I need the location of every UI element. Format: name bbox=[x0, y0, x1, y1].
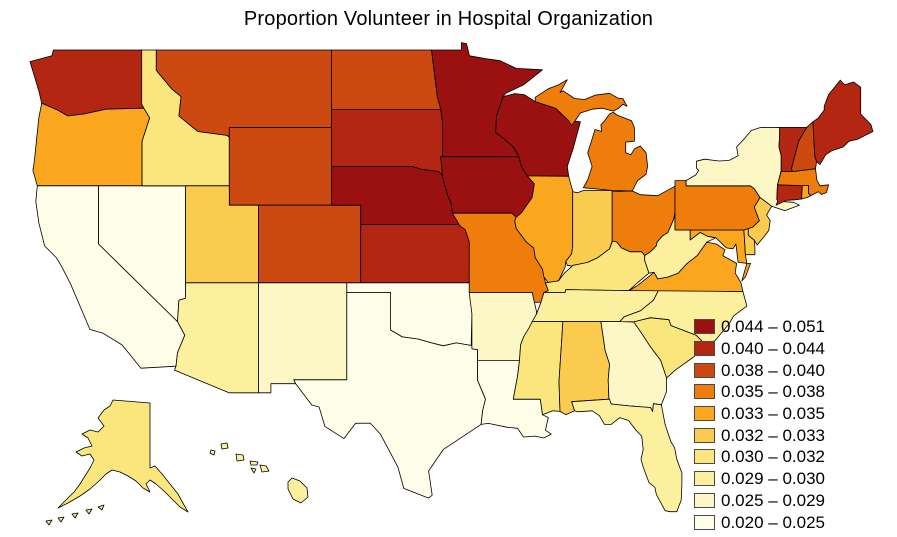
legend-swatch bbox=[694, 514, 715, 530]
state-ma bbox=[777, 168, 829, 196]
state-ia bbox=[439, 156, 535, 218]
legend-row: 0.040 – 0.044 bbox=[694, 338, 825, 360]
legend-swatch bbox=[694, 362, 715, 378]
state-ak bbox=[45, 519, 53, 526]
state-mi bbox=[534, 79, 628, 127]
state-hi bbox=[250, 467, 257, 474]
legend-label: 0.040 – 0.044 bbox=[721, 339, 825, 359]
legend-row: 0.025 – 0.029 bbox=[694, 490, 825, 512]
state-nc bbox=[619, 290, 748, 344]
legend-swatch bbox=[694, 427, 715, 443]
state-ak bbox=[85, 508, 93, 515]
state-va bbox=[741, 263, 751, 282]
state-mn bbox=[431, 42, 543, 158]
state-fl bbox=[571, 398, 683, 513]
legend-row: 0.029 – 0.030 bbox=[694, 468, 825, 490]
legend-label: 0.038 – 0.040 bbox=[721, 360, 825, 380]
chart-title: Proportion Volunteer in Hospital Organiz… bbox=[243, 8, 654, 30]
state-hi bbox=[259, 464, 270, 473]
legend-row: 0.038 – 0.040 bbox=[694, 359, 825, 381]
state-pa bbox=[674, 180, 761, 231]
state-co bbox=[258, 204, 362, 284]
state-hi bbox=[287, 477, 309, 504]
state-hi bbox=[209, 449, 216, 456]
legend-row: 0.030 – 0.032 bbox=[694, 446, 825, 468]
state-me bbox=[812, 79, 874, 165]
state-tx bbox=[293, 292, 486, 499]
legend-label: 0.029 – 0.030 bbox=[721, 469, 825, 489]
legend-row: 0.035 – 0.038 bbox=[694, 381, 825, 403]
legend-swatch bbox=[694, 384, 715, 400]
legend-label: 0.035 – 0.038 bbox=[721, 382, 825, 402]
legend-swatch bbox=[694, 471, 715, 487]
legend-row: 0.032 – 0.033 bbox=[694, 424, 825, 446]
legend-label: 0.044 – 0.051 bbox=[721, 317, 825, 337]
state-wy bbox=[228, 127, 332, 206]
legend-row: 0.033 – 0.035 bbox=[694, 403, 825, 425]
legend-label: 0.025 – 0.029 bbox=[721, 490, 825, 510]
state-hi bbox=[220, 442, 229, 450]
state-wi bbox=[495, 93, 581, 177]
state-mi bbox=[582, 111, 648, 192]
state-ky bbox=[543, 240, 650, 293]
legend-label: 0.020 – 0.025 bbox=[721, 512, 825, 532]
legend: 0.044 – 0.051 0.040 – 0.044 0.038 – 0.040 0… bbox=[694, 316, 825, 533]
legend-swatch bbox=[694, 449, 715, 465]
legend-swatch bbox=[694, 341, 715, 357]
state-az bbox=[174, 282, 259, 394]
legend-label: 0.032 – 0.033 bbox=[721, 425, 825, 445]
state-ak bbox=[71, 512, 79, 519]
state-hi bbox=[249, 460, 259, 466]
legend-row: 0.020 – 0.025 bbox=[694, 511, 825, 533]
state-nm bbox=[258, 282, 348, 394]
state-ak bbox=[97, 504, 105, 511]
state-ak bbox=[57, 399, 189, 513]
state-hi bbox=[235, 453, 245, 462]
legend-swatch bbox=[694, 406, 715, 422]
state-ak bbox=[57, 516, 65, 523]
legend-swatch bbox=[694, 319, 715, 335]
legend-row: 0.044 – 0.051 bbox=[694, 316, 825, 338]
legend-label: 0.033 – 0.035 bbox=[721, 404, 825, 424]
legend-label: 0.030 – 0.032 bbox=[721, 447, 825, 467]
legend-swatch bbox=[694, 492, 715, 508]
state-nd bbox=[331, 49, 442, 110]
state-ks bbox=[360, 224, 470, 284]
state-or bbox=[32, 102, 151, 187]
